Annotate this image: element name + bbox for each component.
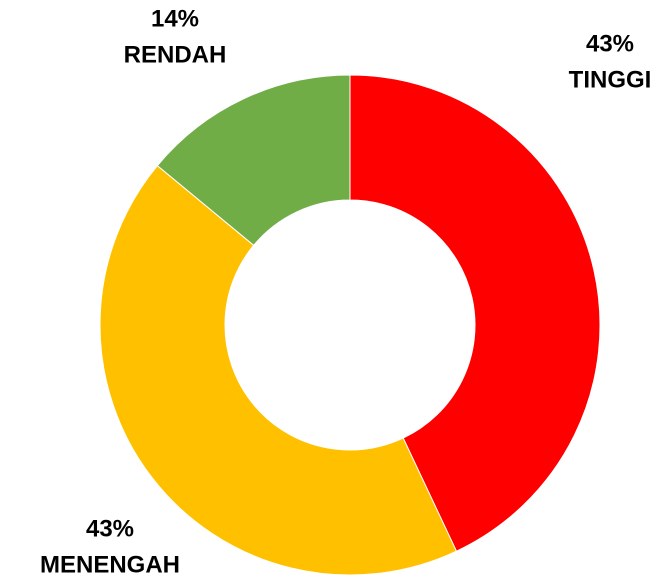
donut-slice [349, 74, 601, 552]
data-label: 14% [151, 5, 199, 32]
category-label: RENDAH [124, 41, 227, 68]
data-label: 43% [86, 515, 134, 542]
donut-slice [99, 164, 458, 576]
category-label: TINGGI [569, 66, 652, 93]
data-label: 43% [586, 30, 634, 57]
donut-slice [156, 74, 351, 247]
category-label: MENENGAH [40, 551, 180, 578]
